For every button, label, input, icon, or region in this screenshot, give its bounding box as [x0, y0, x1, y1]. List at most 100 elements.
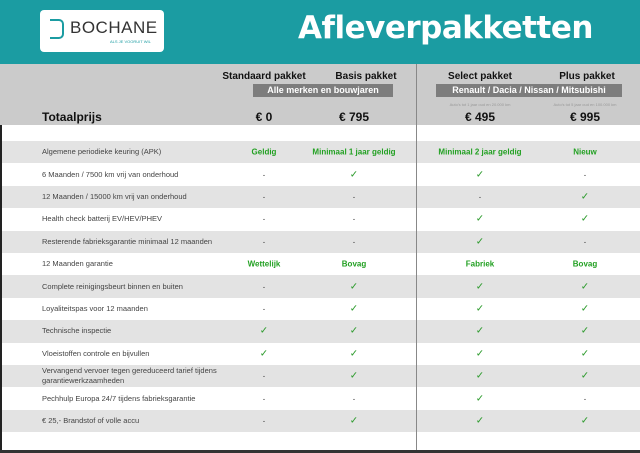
check-icon: ✓ [475, 169, 485, 181]
not-included: - [352, 214, 356, 224]
check-icon: ✓ [580, 281, 590, 293]
page-title: Afleverpakketten [298, 10, 593, 46]
table-row: 6 Maanden / 7500 km vrij van onderhoud - ✓… [0, 163, 640, 185]
not-included: - [262, 371, 266, 381]
check-icon: ✓ [580, 325, 590, 337]
table-row: 12 Maanden garantie Wettelijk Bovag Fabriek… [0, 253, 640, 275]
not-included: - [352, 192, 356, 202]
package-name: Basis pakket [335, 71, 397, 82]
check-icon: ✓ [580, 191, 590, 203]
package-note: Auto's tot 5 jaar oud en 100.000 km [553, 102, 617, 107]
feature-label: Complete reinigingsbeurt binnen en buite… [42, 281, 183, 291]
bochane-logo: BOCHANE ALS JE VOORUIT WIL [40, 10, 164, 52]
check-icon: ✓ [580, 303, 590, 315]
package-price: € 0 [255, 110, 273, 124]
check-icon: ✓ [475, 281, 485, 293]
package-name: Select pakket [448, 71, 512, 82]
feature-label: Technische inspectie [42, 326, 112, 336]
check-icon: ✓ [259, 348, 269, 360]
check-icon: ✓ [349, 169, 359, 181]
not-included: - [262, 192, 266, 202]
check-icon: ✓ [349, 325, 359, 337]
feature-label: Loyaliteitspas voor 12 maanden [42, 303, 148, 313]
not-included: - [262, 237, 266, 247]
feature-value: Minimaal 2 jaar geldig [438, 147, 522, 157]
cart-icon [50, 19, 64, 39]
feature-label: Resterende fabrieksgarantie minimaal 12 … [42, 236, 213, 246]
feature-label: Pechhulp Europa 24/7 tijdens fabrieksgar… [42, 393, 196, 403]
table-row: Vloeistoffen controle en bijvullen ✓ ✓ ✓ ✓ [0, 343, 640, 365]
column-divider [416, 64, 417, 453]
table-row: Vervangend vervoer tegen gereduceerd tar… [0, 365, 640, 388]
not-included: - [478, 192, 482, 202]
check-icon: ✓ [580, 370, 590, 382]
not-included: - [262, 304, 266, 314]
package-price: € 995 [569, 110, 601, 124]
feature-label: 6 Maanden / 7500 km vrij van onderhoud [42, 169, 179, 179]
feature-value: Nieuw [573, 147, 597, 157]
feature-label: 12 Maanden garantie [42, 259, 113, 269]
check-icon: ✓ [349, 348, 359, 360]
feature-label: Vervangend vervoer tegen gereduceerd tar… [42, 366, 217, 386]
feature-label: € 25,- Brandstof of volle accu [42, 415, 140, 425]
check-icon: ✓ [580, 415, 590, 427]
package-note: Auto's tot 1 jaar oud en 20.000 km [449, 102, 511, 107]
bottom-border [0, 450, 640, 453]
not-included: - [262, 394, 266, 404]
check-icon: ✓ [475, 415, 485, 427]
check-icon: ✓ [475, 213, 485, 225]
feature-value: Minimaal 1 jaar geldig [312, 147, 396, 157]
not-included: - [583, 394, 587, 404]
check-icon: ✓ [349, 281, 359, 293]
check-icon: ✓ [349, 303, 359, 315]
not-included: - [583, 237, 587, 247]
not-included: - [262, 170, 266, 180]
check-icon: ✓ [259, 325, 269, 337]
table-row: 12 Maanden / 15000 km vrij van onderhoud… [0, 185, 640, 209]
not-included: - [352, 394, 356, 404]
feature-value: Geldig [251, 147, 277, 157]
group-label: Alle merken en bouwjaren [253, 84, 393, 97]
check-icon: ✓ [349, 370, 359, 382]
group-label: Renault / Dacia / Nissan / Mitsubishi [436, 84, 622, 97]
check-icon: ✓ [349, 415, 359, 427]
feature-value: Wettelijk [247, 259, 281, 269]
feature-value: Fabriek [465, 259, 495, 269]
feature-value: Bovag [341, 259, 367, 269]
not-included: - [262, 214, 266, 224]
logo-tagline: ALS JE VOORUIT WIL [110, 39, 151, 44]
table-row: Technische inspectie ✓ ✓ ✓ ✓ [0, 320, 640, 343]
check-icon: ✓ [580, 213, 590, 225]
feature-label: 12 Maanden / 15000 km vrij van onderhoud [42, 191, 187, 201]
not-included: - [352, 237, 356, 247]
table-row: Pechhulp Europa 24/7 tijdens fabrieksgar… [0, 387, 640, 409]
check-icon: ✓ [475, 348, 485, 360]
total-label: Totaalprijs [42, 110, 102, 124]
package-name: Plus pakket [559, 71, 615, 82]
table-row: Complete reinigingsbeurt binnen en buite… [0, 275, 640, 298]
not-included: - [583, 170, 587, 180]
table-row: Algemene periodieke keuring (APK) Geldig M… [0, 141, 640, 164]
table-row: € 25,- Brandstof of volle accu - ✓ ✓ ✓ [0, 409, 640, 433]
check-icon: ✓ [475, 393, 485, 405]
check-icon: ✓ [580, 348, 590, 360]
not-included: - [262, 282, 266, 292]
logo-name: BOCHANE [70, 18, 158, 37]
header-bar: BOCHANE ALS JE VOORUIT WIL Afleverpakket… [0, 0, 640, 64]
check-icon: ✓ [475, 370, 485, 382]
check-icon: ✓ [475, 325, 485, 337]
table-row: Loyaliteitspas voor 12 maanden - ✓ ✓ ✓ [0, 298, 640, 320]
package-name: Standaard pakket [222, 71, 306, 82]
left-border [0, 125, 2, 453]
package-price: € 495 [464, 110, 496, 124]
table-row: Health check batterij EV/HEV/PHEV - - ✓ ✓ [0, 208, 640, 230]
not-included: - [262, 416, 266, 426]
table-row: Resterende fabrieksgarantie minimaal 12 … [0, 230, 640, 253]
package-price: € 795 [338, 110, 370, 124]
check-icon: ✓ [475, 236, 485, 248]
feature-label: Health check batterij EV/HEV/PHEV [42, 214, 163, 224]
feature-label: Vloeistoffen controle en bijvullen [42, 348, 150, 358]
check-icon: ✓ [475, 303, 485, 315]
feature-value: Bovag [572, 259, 598, 269]
feature-label: Algemene periodieke keuring (APK) [42, 147, 162, 157]
